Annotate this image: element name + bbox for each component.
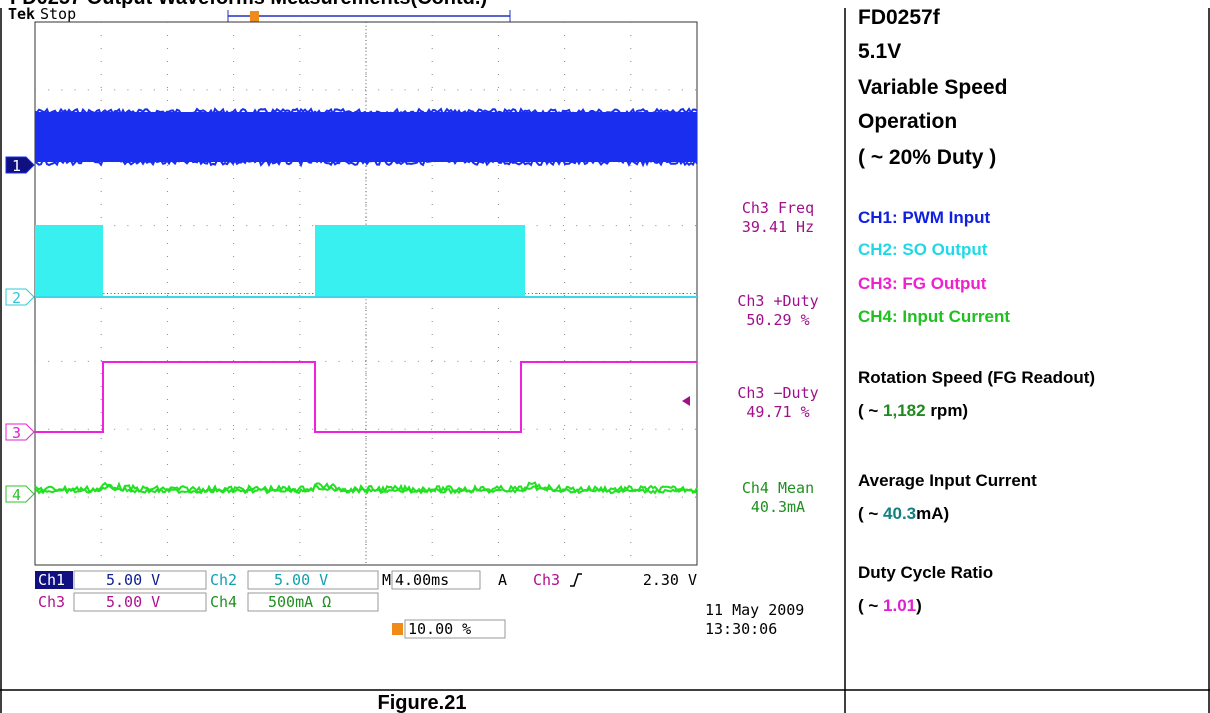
timebase: 4.00ms (395, 571, 449, 589)
ch1-label: Ch1 (38, 571, 65, 589)
channel-marker-label: 1 (12, 157, 21, 175)
channel-marker-label: 4 (12, 486, 21, 504)
channel-marker (5, 288, 35, 306)
channel-marker-label: 3 (12, 424, 21, 442)
note-suffix: ) (916, 596, 922, 615)
measurement-value: 49.71 % (746, 403, 809, 421)
note-title: Variable Speed (858, 76, 1007, 99)
waveforms (34, 107, 698, 495)
channel-marker-label: 2 (12, 289, 21, 307)
slope-icon (570, 573, 582, 587)
channel-marker (5, 485, 35, 503)
trigger-mode: A (498, 571, 507, 589)
ch2-scale: 5.00 V (274, 571, 328, 589)
measurement-label: Ch4 Mean (742, 479, 814, 497)
table-borders (0, 8, 1210, 713)
ref-arrow (682, 396, 690, 406)
note-value-line: ( ~ 1.01) (858, 596, 922, 615)
channel-marker (5, 156, 35, 174)
status: Stop (40, 5, 76, 23)
legend-item: CH1: PWM Input (858, 208, 991, 227)
legend-item: CH2: SO Output (858, 240, 988, 259)
trigger-source: Ch3 (533, 571, 560, 589)
note-prefix: ( ~ (858, 401, 883, 420)
date: 11 May 2009 (705, 601, 804, 619)
ch2-label: Ch2 (210, 571, 237, 589)
measurement-label: Ch3 Freq (742, 199, 814, 217)
measurement-value: 40.3mA (751, 498, 805, 516)
note-label: Average Input Current (858, 471, 1037, 490)
ch4-label: Ch4 (210, 593, 237, 611)
note-label: Rotation Speed (FG Readout) (858, 368, 1095, 387)
note-value: 40.3 (883, 504, 916, 523)
note-title: ( ~ 20% Duty ) (858, 146, 996, 169)
legend-item: CH3: FG Output (858, 274, 987, 293)
note-suffix: mA) (916, 504, 949, 523)
trigger-position: 10.00 % (408, 620, 471, 638)
note-title: FD0257f (858, 6, 941, 29)
timebase-prefix: M (382, 571, 391, 589)
note-value: 1,182 (883, 401, 926, 420)
ch3-label: Ch3 (38, 593, 65, 611)
note-value-line: ( ~ 1,182 rpm) (858, 401, 968, 420)
measurement-value: 50.29 % (746, 311, 809, 329)
trigger-level: 2.30 V (643, 571, 697, 589)
ch3-scale: 5.00 V (106, 593, 160, 611)
note-value: 1.01 (883, 596, 916, 615)
ch4-scale: 500mA Ω (268, 593, 331, 611)
measurement-label: Ch3 −Duty (737, 384, 818, 402)
legend-item: CH4: Input Current (858, 307, 1010, 326)
brand: Tek (8, 5, 35, 23)
note-label: Duty Cycle Ratio (858, 563, 993, 582)
time: 13:30:06 (705, 620, 777, 638)
note-suffix: rpm) (926, 401, 969, 420)
ch1-scale: 5.00 V (106, 571, 160, 589)
caption: Figure.21 (378, 692, 467, 713)
heading: FD0257 Output Waveforms Measurements(Con… (10, 0, 487, 9)
record-bar (227, 10, 511, 23)
note-prefix: ( ~ (858, 596, 883, 615)
note-prefix: ( ~ (858, 504, 883, 523)
measurement-label: Ch3 +Duty (737, 292, 818, 310)
settings: Ch1 5.00 V Ch2 5.00 V M 4.00ms A Ch3 2.3… (35, 570, 804, 639)
measurement-value: 39.41 Hz (742, 218, 814, 236)
channel-marker (5, 423, 35, 441)
note-title: 5.1V (858, 40, 901, 63)
note-value-line: ( ~ 40.3mA) (858, 504, 949, 523)
note-title: Operation (858, 110, 957, 133)
